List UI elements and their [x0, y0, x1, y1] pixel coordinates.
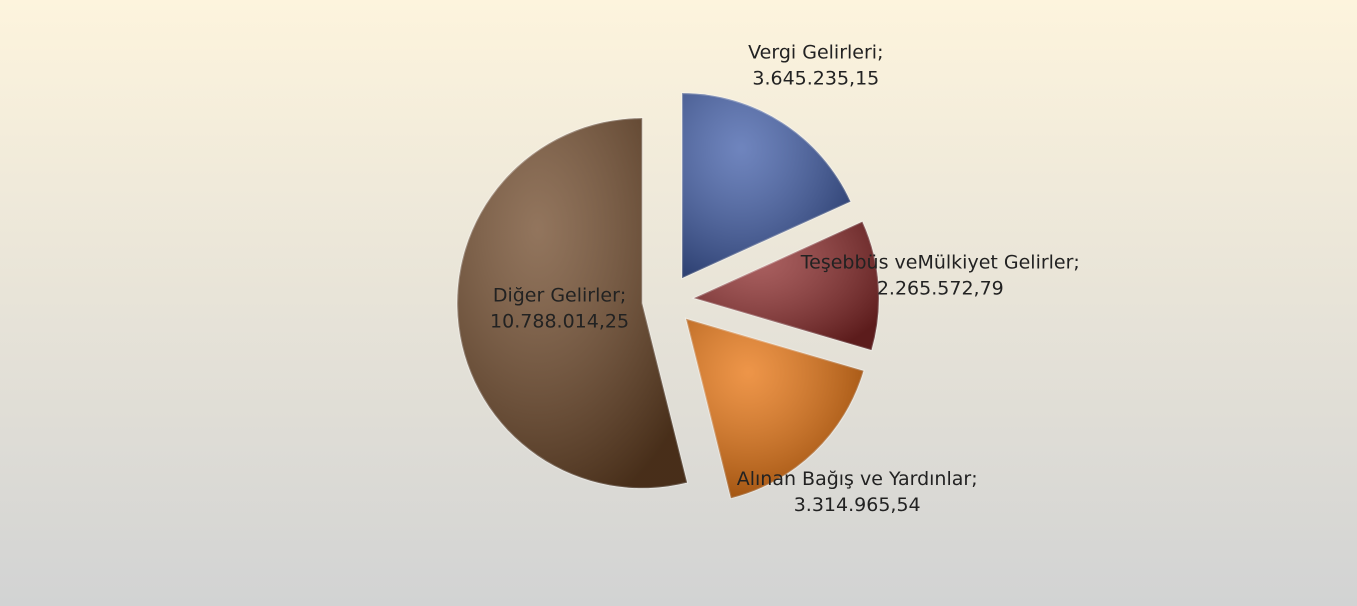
data-label-value: 3.314.965,54 — [794, 494, 921, 516]
data-label: Teşebbüs veMülkiyet Gelirler; 2.265.572,7… — [800, 252, 1080, 300]
data-label-value: 3.645.235,15 — [752, 67, 879, 89]
data-label: Alınan Bağış ve Yardınlar; 3.314.965,54 — [737, 468, 978, 516]
data-label: Vergi Gelirleri; 3.645.235,15 — [748, 41, 883, 89]
data-label-name: Diğer Gelirler; — [493, 284, 626, 306]
data-label-name: Teşebbüs veMülkiyet Gelirler; — [800, 252, 1080, 274]
data-label-value: 2.265.572,79 — [877, 278, 1004, 300]
data-label-value: 10.788.014,25 — [490, 310, 629, 332]
data-label: Diğer Gelirler; 10.788.014,25 — [490, 284, 629, 332]
data-label-name: Alınan Bağış ve Yardınlar; — [737, 468, 978, 490]
data-label-name: Vergi Gelirleri; — [748, 41, 883, 63]
